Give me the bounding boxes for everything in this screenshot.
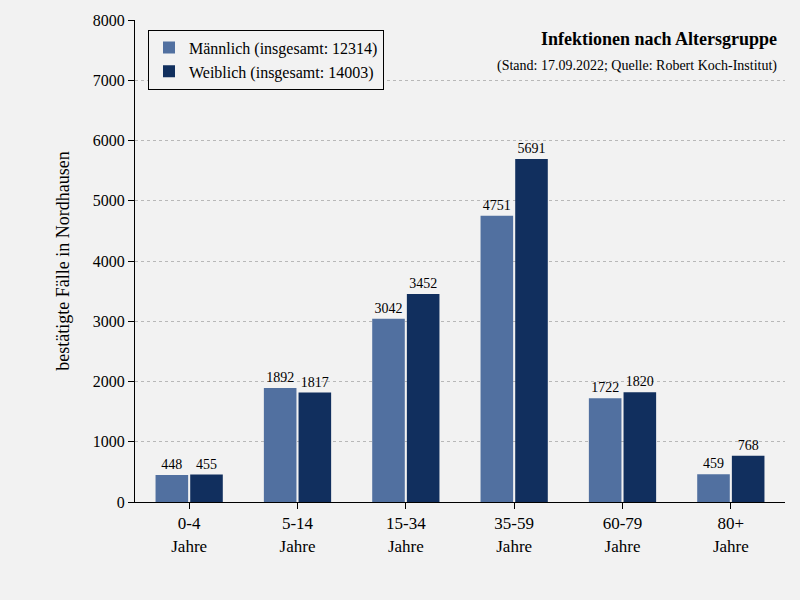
svg-text:768: 768 [738,438,759,453]
svg-text:3452: 3452 [409,276,437,291]
svg-text:8000: 8000 [93,12,125,29]
svg-text:35-59Jahre: 35-59Jahre [494,514,534,555]
svg-text:4000: 4000 [93,253,125,270]
svg-text:448: 448 [161,457,182,472]
svg-text:5-14Jahre: 5-14Jahre [280,514,316,555]
svg-text:5691: 5691 [518,141,546,156]
svg-text:455: 455 [196,457,217,472]
svg-text:0-4Jahre: 0-4Jahre [171,514,207,555]
svg-text:1817: 1817 [301,375,329,390]
svg-text:Weiblich (insgesamt: 14003): Weiblich (insgesamt: 14003) [189,64,373,82]
svg-text:bestätigte Fälle in Nordhausen: bestätigte Fälle in Nordhausen [53,151,73,370]
svg-text:1892: 1892 [266,370,294,385]
svg-text:4751: 4751 [483,198,511,213]
svg-text:1000: 1000 [93,433,125,450]
svg-text:Infektionen nach Altersgruppe: Infektionen nach Altersgruppe [541,29,777,49]
svg-text:0: 0 [117,494,125,511]
svg-text:(Stand: 17.09.2022; Quelle: Ro: (Stand: 17.09.2022; Quelle: Robert Koch-… [497,58,777,74]
svg-text:15-34Jahre: 15-34Jahre [386,514,426,555]
svg-text:6000: 6000 [93,132,125,149]
svg-text:1820: 1820 [626,374,654,389]
svg-text:459: 459 [703,456,724,471]
svg-text:Männlich (insgesamt: 12314): Männlich (insgesamt: 12314) [189,40,377,58]
svg-text:80+Jahre: 80+Jahre [713,514,749,555]
svg-text:1722: 1722 [591,380,619,395]
svg-text:5000: 5000 [93,192,125,209]
svg-text:60-79Jahre: 60-79Jahre [603,514,643,555]
svg-text:3042: 3042 [375,301,403,316]
svg-text:7000: 7000 [93,72,125,89]
svg-text:2000: 2000 [93,373,125,390]
svg-text:3000: 3000 [93,313,125,330]
